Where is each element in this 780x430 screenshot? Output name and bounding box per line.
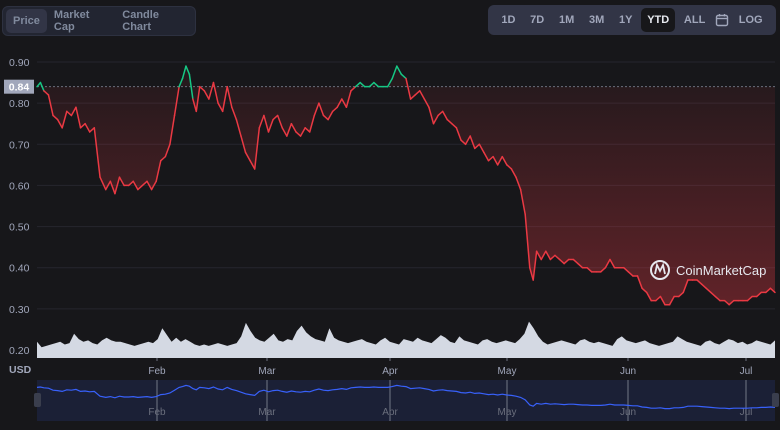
range-ytd[interactable]: YTD — [641, 8, 676, 32]
svg-text:0.20: 0.20 — [9, 345, 30, 357]
svg-text:Mar: Mar — [258, 407, 276, 418]
range-1y[interactable]: 1Y — [618, 14, 633, 26]
svg-text:Jul: Jul — [740, 407, 753, 418]
tab-market-cap[interactable]: Market Cap — [53, 9, 90, 33]
svg-text:Jun: Jun — [620, 366, 636, 377]
svg-text:Apr: Apr — [382, 407, 398, 418]
x-axis: Feb Mar Apr May Jun Jul — [148, 358, 752, 377]
time-range-selector: 1D 7D 1M 3M 1Y YTD ALL LOG — [488, 5, 776, 35]
coinmarketcap-logo-icon — [650, 260, 670, 280]
svg-text:Jul: Jul — [740, 366, 753, 377]
svg-text:Jun: Jun — [620, 407, 636, 418]
range-1m[interactable]: 1M — [558, 14, 575, 26]
svg-text:May: May — [498, 407, 517, 418]
navigator-handle-left[interactable] — [34, 393, 41, 407]
svg-text:Apr: Apr — [382, 366, 398, 377]
y-axis: 0.90 0.80 0.70 0.60 0.50 0.40 0.30 0.20 — [9, 57, 30, 357]
svg-text:0.80: 0.80 — [9, 98, 30, 110]
price-line — [36, 65, 776, 306]
svg-text:0.84: 0.84 — [9, 82, 30, 94]
range-7d[interactable]: 7D — [530, 14, 545, 26]
navigator-handle-right[interactable] — [772, 393, 779, 407]
svg-text:0.50: 0.50 — [9, 222, 30, 234]
chart-type-tabs: Price Market Cap Candle Chart — [2, 6, 196, 36]
svg-text:Feb: Feb — [148, 366, 166, 377]
svg-text:0.70: 0.70 — [9, 139, 30, 151]
watermark-logo: CoinMarketCap — [650, 260, 766, 280]
svg-text:Mar: Mar — [258, 366, 276, 377]
svg-text:0.30: 0.30 — [9, 304, 30, 316]
tab-candle-chart[interactable]: Candle Chart — [122, 9, 159, 33]
navigator[interactable]: Feb Mar Apr May Jun Jul — [34, 380, 779, 421]
watermark-text: CoinMarketCap — [676, 263, 766, 278]
svg-text:0.90: 0.90 — [9, 57, 30, 69]
range-log[interactable]: LOG — [738, 14, 763, 26]
current-price-label: 0.84 — [4, 79, 34, 94]
volume-area — [37, 321, 775, 358]
svg-text:Feb: Feb — [148, 407, 166, 418]
svg-text:May: May — [498, 366, 517, 377]
range-3m[interactable]: 3M — [588, 14, 605, 26]
price-area-fill — [37, 66, 775, 305]
currency-label: USD — [9, 364, 32, 376]
svg-text:0.40: 0.40 — [9, 263, 30, 275]
svg-text:0.60: 0.60 — [9, 180, 30, 192]
range-1d[interactable]: 1D — [501, 14, 516, 26]
tab-price[interactable]: Price — [6, 9, 47, 33]
calendar-icon[interactable] — [714, 13, 730, 27]
range-all[interactable]: ALL — [683, 14, 706, 26]
